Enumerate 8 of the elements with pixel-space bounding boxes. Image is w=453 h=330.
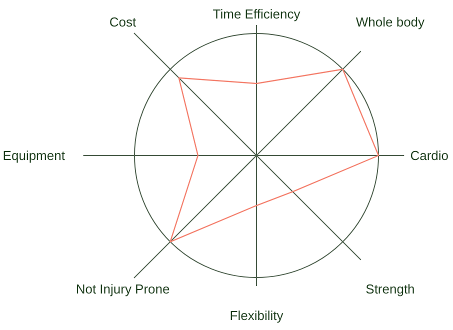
spoke-label: Cost [109, 14, 137, 30]
spoke-label: Cardio [410, 148, 449, 163]
spoke-label: Time Efficiency [212, 6, 301, 22]
spoke-label: Flexibility [230, 308, 284, 323]
spoke-label: Whole body [356, 14, 426, 30]
spoke-label: Strength [366, 282, 415, 297]
spoke-label: Not Injury Prone [76, 282, 170, 297]
spoke-label: Equipment [2, 148, 66, 163]
